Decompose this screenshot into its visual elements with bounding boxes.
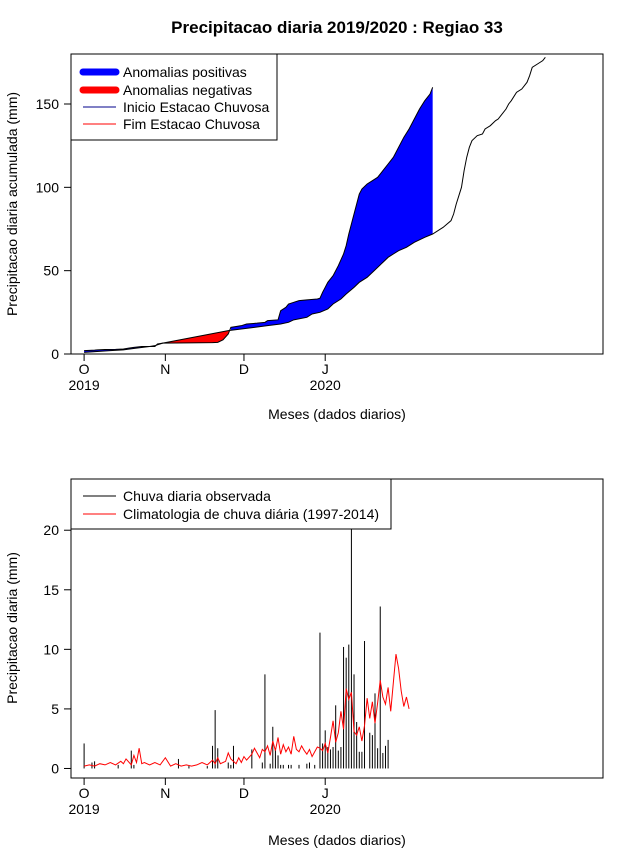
legend-box [70, 53, 278, 141]
legend-label-negative: Anomalias negativas [123, 82, 252, 98]
legend-label-end: Fim Estacao Chuvosa [123, 116, 260, 132]
x-axis-label: Meses (dados diarios) [268, 406, 406, 422]
y-tick-label: 0 [51, 760, 59, 776]
positive-anomaly-area [230, 87, 433, 331]
climatology-daily-line [83, 654, 410, 767]
x-tick-label: J [322, 361, 329, 377]
x-tick-label: O [79, 361, 90, 377]
legend: Anomalias positivas Anomalias negativas … [70, 53, 278, 141]
x-tick-year: 2019 [69, 801, 100, 817]
y-tick-label: 10 [43, 641, 59, 657]
x-tick-year: 2020 [310, 377, 341, 393]
climatology-cumulative-line [84, 57, 546, 353]
x-tick-label: J [322, 785, 329, 801]
legend: Chuva diaria observada Climatologia de c… [70, 478, 392, 530]
x-tick-label: D [239, 361, 249, 377]
x-tick-label: O [79, 785, 90, 801]
x-tick-label: D [239, 785, 249, 801]
legend-box [70, 478, 392, 530]
y-tick-label: 15 [43, 582, 59, 598]
y-axis-label: Precipitacao diaria (mm) [4, 552, 20, 704]
figure-title: Precipitacao diaria 2019/2020 : Regiao 3… [171, 18, 503, 37]
y-axis-label: Precipitacao diaria acumulada (mm) [4, 92, 20, 316]
x-tick-year: 2020 [310, 801, 341, 817]
x-tick-year: 2019 [69, 377, 100, 393]
x-axis-label: Meses (dados diarios) [268, 832, 406, 848]
plot-frame [70, 53, 604, 355]
legend-label-start: Inicio Estacao Chuvosa [123, 99, 270, 115]
x-tick-label: N [160, 785, 170, 801]
climatology-lines [83, 654, 410, 767]
y-tick-label: 50 [43, 263, 59, 279]
y-tick-label: 150 [36, 96, 60, 112]
y-tick-label: 20 [43, 522, 59, 538]
y-tick-label: 5 [51, 701, 59, 717]
legend-label-observed: Chuva diaria observada [123, 488, 271, 504]
y-tick-label: 0 [51, 346, 59, 362]
legend-label-positive: Anomalias positivas [123, 64, 247, 80]
y-tick-label: 100 [36, 179, 60, 195]
legend-label-climatology: Climatologia de chuva diária (1997-2014) [123, 506, 379, 522]
x-tick-label: N [160, 361, 170, 377]
daily-bars [83, 490, 389, 769]
cumulative-lines [84, 57, 546, 353]
observed-cumulative-line [84, 87, 434, 352]
